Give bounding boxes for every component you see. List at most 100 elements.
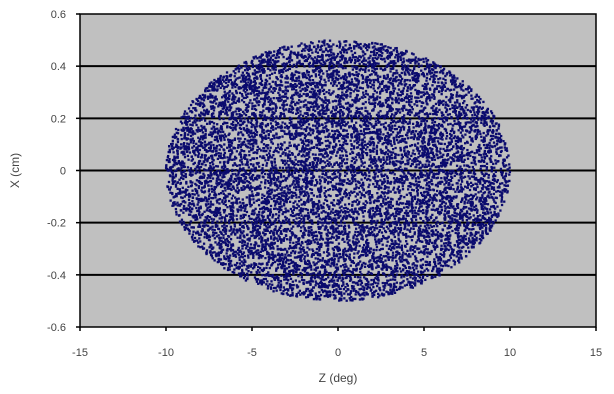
scatter-point [243, 274, 247, 278]
scatter-point [438, 192, 441, 195]
scatter-point [354, 210, 357, 213]
scatter-point [306, 246, 309, 249]
scatter-point [318, 178, 322, 181]
scatter-point [461, 160, 464, 163]
scatter-point [482, 138, 485, 141]
scatter-point [294, 70, 297, 73]
scatter-point [451, 96, 454, 100]
scatter-point [454, 190, 457, 193]
scatter-point [340, 284, 344, 288]
scatter-point [479, 218, 483, 222]
scatter-point [372, 81, 376, 84]
scatter-point [267, 169, 271, 173]
scatter-point [424, 57, 428, 60]
scatter-point [279, 154, 282, 158]
scatter-point [401, 65, 405, 69]
scatter-point [240, 161, 243, 164]
scatter-point [432, 194, 436, 197]
scatter-point [238, 169, 242, 173]
scatter-point [327, 237, 330, 240]
scatter-point [320, 205, 324, 208]
scatter-point [369, 85, 373, 89]
scatter-point [420, 120, 423, 123]
scatter-point [175, 135, 178, 139]
scatter-point [413, 136, 416, 139]
scatter-point [319, 293, 323, 297]
scatter-point [387, 141, 390, 144]
scatter-point [185, 138, 188, 141]
scatter-point [301, 178, 305, 181]
scatter-point [304, 129, 308, 133]
scatter-point [484, 111, 487, 114]
scatter-point [437, 259, 440, 262]
scatter-point [321, 84, 325, 87]
scatter-point [226, 185, 229, 188]
scatter-point [452, 154, 455, 157]
scatter-point [222, 262, 225, 265]
scatter-point [240, 188, 244, 191]
scatter-point [475, 176, 478, 180]
scatter-point [442, 251, 445, 254]
scatter-point [427, 139, 430, 143]
scatter-point [416, 194, 419, 197]
scatter-point [248, 135, 251, 139]
scatter-point [239, 204, 242, 207]
scatter-point [386, 179, 389, 183]
scatter-point [252, 144, 255, 148]
scatter-point [306, 71, 309, 74]
scatter-point [410, 284, 413, 288]
scatter-point [463, 114, 467, 118]
scatter-point [289, 96, 293, 99]
scatter-point [250, 123, 254, 126]
scatter-point [281, 144, 284, 147]
scatter-point [425, 100, 428, 103]
scatter-point [413, 276, 416, 279]
scatter-point [286, 169, 290, 173]
scatter-point [244, 279, 248, 282]
scatter-point [271, 116, 274, 119]
scatter-point [180, 171, 183, 174]
scatter-point [338, 297, 342, 300]
scatter-point [386, 75, 389, 78]
scatter-point [247, 256, 250, 259]
scatter-point [407, 202, 411, 206]
scatter-point [285, 103, 289, 106]
scatter-point [501, 189, 504, 192]
scatter-point [415, 241, 418, 244]
scatter-point [360, 273, 363, 276]
scatter-point [213, 185, 216, 189]
scatter-point [269, 61, 273, 64]
scatter-point [197, 100, 200, 103]
scatter-point [361, 223, 364, 227]
scatter-point [441, 253, 444, 257]
scatter-point [321, 224, 324, 227]
scatter-point [292, 126, 296, 130]
scatter-point [455, 227, 458, 230]
scatter-point [406, 97, 409, 100]
scatter-point [481, 226, 484, 229]
scatter-point [493, 144, 497, 148]
scatter-point [201, 93, 204, 97]
scatter-point [257, 265, 260, 269]
scatter-point [283, 204, 286, 207]
scatter-point [375, 113, 379, 117]
scatter-point [479, 182, 482, 185]
scatter-point [297, 116, 300, 120]
scatter-point [195, 109, 198, 112]
scatter-point [219, 185, 223, 189]
scatter-point [364, 148, 368, 151]
scatter-point [237, 171, 240, 174]
scatter-point [469, 143, 472, 146]
scatter-point [409, 185, 412, 188]
scatter-point [414, 211, 417, 215]
scatter-point [233, 158, 236, 161]
scatter-point [330, 257, 334, 260]
scatter-point [332, 63, 336, 67]
scatter-point [297, 163, 300, 167]
scatter-point [372, 176, 375, 179]
scatter-point [447, 220, 450, 223]
scatter-point [254, 250, 257, 254]
scatter-point [301, 76, 305, 79]
scatter-point [171, 192, 174, 196]
scatter-point [319, 280, 323, 283]
